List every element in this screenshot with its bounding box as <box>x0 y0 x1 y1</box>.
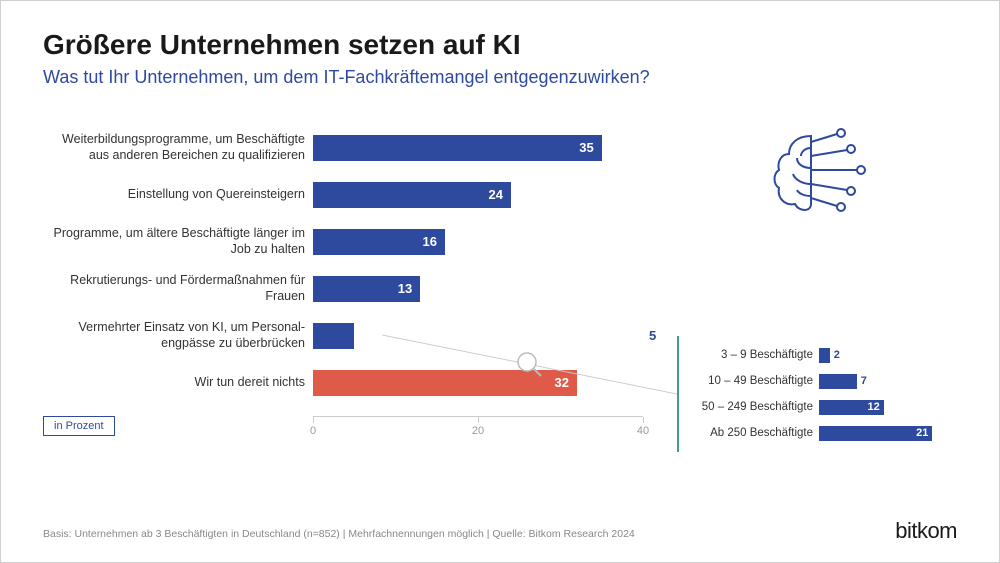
page-subtitle: Was tut Ihr Unternehmen, um dem IT-Fachk… <box>43 67 957 88</box>
bitkom-logo: bitkom <box>895 518 957 544</box>
detail-row: Ab 250 Beschäftigte 21 <box>689 420 957 446</box>
bar-value: 5 <box>649 328 656 343</box>
detail-row: 3 – 9 Beschäftigte2 <box>689 342 957 368</box>
detail-bar: 7 <box>819 374 857 389</box>
page-title: Größere Unternehmen setzen auf KI <box>43 29 957 61</box>
detail-row-label: 3 – 9 Beschäftigte <box>689 349 819 361</box>
chart-row: Vermehrter Einsatz von KI, um Personal-e… <box>43 314 643 357</box>
bar: 13 <box>313 276 420 302</box>
chart-row: Rekrutierungs- und Fördermaßnahmen für F… <box>43 267 643 310</box>
bar: 5 <box>313 323 354 349</box>
detail-row: 10 – 49 Beschäftigte7 <box>689 368 957 394</box>
detail-bar-value: 7 <box>857 375 867 387</box>
detail-row-label: 10 – 49 Beschäftigte <box>689 375 819 387</box>
ai-brain-icon <box>767 124 877 229</box>
chart-area: Weiterbildungsprogramme, um Beschäftigte… <box>43 116 957 492</box>
detail-row-label: Ab 250 Beschäftigte <box>689 427 819 439</box>
axis-tick-label: 20 <box>468 425 488 437</box>
chart-row: Einstellung von Quereinsteigern 24 <box>43 173 643 216</box>
chart-row: Programme, um ältere Beschäftigte länger… <box>43 220 643 263</box>
bar: 24 <box>313 182 511 208</box>
detail-bar-value: 21 <box>916 427 928 439</box>
bar-value: 24 <box>489 187 503 202</box>
bar-value: 35 <box>579 140 593 155</box>
detail-bar-value: 2 <box>830 349 840 361</box>
row-label: Vermehrter Einsatz von KI, um Personal-e… <box>43 320 313 351</box>
axis-tick-label: 0 <box>303 425 323 437</box>
bar-value: 13 <box>398 281 412 296</box>
bar: 16 <box>313 229 445 255</box>
detail-bar: 2 <box>819 348 830 363</box>
detail-row: 50 – 249 Beschäftigte 12 <box>689 394 957 420</box>
footer-note: Basis: Unternehmen ab 3 Beschäftigten in… <box>43 528 635 540</box>
chart-row: Weiterbildungsprogramme, um Beschäftigte… <box>43 126 643 169</box>
row-label: Weiterbildungsprogramme, um Beschäftigte… <box>43 132 313 163</box>
row-label: Rekrutierungs- und Fördermaßnahmen für F… <box>43 273 313 304</box>
row-label: Einstellung von Quereinsteigern <box>43 187 313 203</box>
detail-bar: 21 <box>819 426 932 441</box>
detail-bar-value: 12 <box>868 401 880 413</box>
x-axis: 02040 <box>313 416 643 436</box>
detail-bar-chart: 3 – 9 Beschäftigte210 – 49 Beschäftigte7… <box>677 336 957 452</box>
row-label: Programme, um ältere Beschäftigte länger… <box>43 226 313 257</box>
axis-tick-label: 40 <box>633 425 653 437</box>
magnifier-icon <box>515 350 545 385</box>
bar-value: 32 <box>555 375 569 390</box>
chart-row: Wir tun dereit nichts 32 <box>43 361 643 404</box>
bar: 35 <box>313 135 602 161</box>
detail-bar: 12 <box>819 400 884 415</box>
row-label: Wir tun dereit nichts <box>43 375 313 391</box>
bar-value: 16 <box>423 234 437 249</box>
unit-label: in Prozent <box>43 416 115 436</box>
main-bar-chart: Weiterbildungsprogramme, um Beschäftigte… <box>43 126 643 408</box>
detail-row-label: 50 – 249 Beschäftigte <box>689 401 819 413</box>
